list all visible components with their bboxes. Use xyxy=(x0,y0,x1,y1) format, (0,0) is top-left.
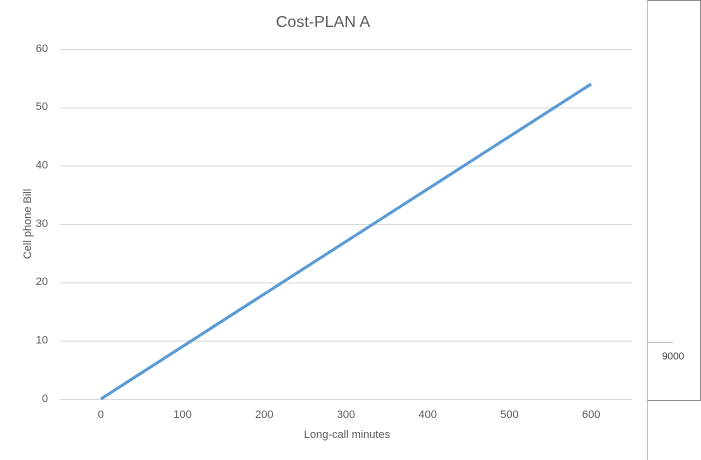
y-axis-label: Cell phone Bill xyxy=(22,189,34,259)
y-tick-label: 30 xyxy=(36,218,48,230)
data-line xyxy=(100,82,592,401)
x-tick-label: 0 xyxy=(98,409,104,421)
side-panel-label: 9000 xyxy=(662,352,685,363)
x-axis-label: Long-call minutes xyxy=(304,429,391,441)
y-tick-label: 60 xyxy=(36,43,48,55)
x-tick-label: 200 xyxy=(255,409,273,421)
y-tick-label: 40 xyxy=(36,160,48,172)
x-tick-label: 400 xyxy=(419,409,437,421)
y-tick-label: 10 xyxy=(36,335,48,347)
y-tick-label: 50 xyxy=(36,101,48,113)
x-tick-label: 100 xyxy=(173,409,191,421)
chart-title: Cost-PLAN A xyxy=(276,14,371,31)
x-tick-label: 300 xyxy=(337,409,355,421)
y-tick-label: 20 xyxy=(36,276,48,288)
y-tick-label: 0 xyxy=(42,393,48,405)
x-tick-label: 500 xyxy=(500,409,518,421)
x-tick-label: 600 xyxy=(582,409,600,421)
